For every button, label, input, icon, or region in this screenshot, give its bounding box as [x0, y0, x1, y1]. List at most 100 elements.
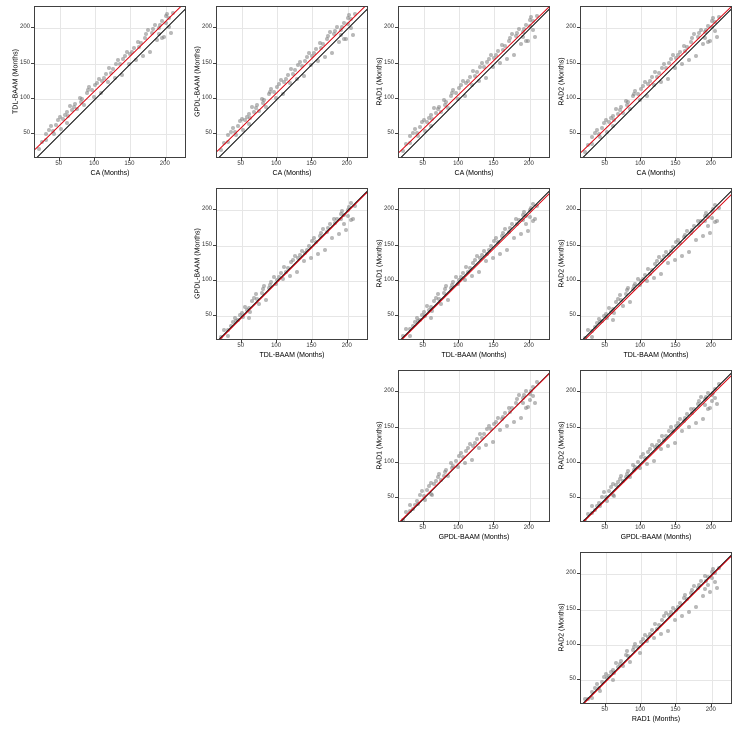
xtick-label: 150 — [488, 343, 498, 349]
ylabel: GPDL-BAAM (Months) — [195, 42, 202, 122]
data-point — [418, 125, 422, 129]
data-point — [680, 62, 684, 66]
ylabel: RAD1 (Months) — [377, 406, 384, 486]
plot-area — [398, 188, 550, 340]
data-point — [508, 36, 512, 40]
plot-area — [580, 188, 732, 340]
data-point — [291, 258, 295, 262]
data-point — [262, 284, 266, 288]
panel-ca-vs-rad1: 5050100100150150200200CA (Months)RAD1 (M… — [372, 2, 554, 184]
plot-area — [580, 6, 732, 158]
data-point — [437, 472, 441, 476]
data-point — [144, 32, 148, 36]
data-point — [323, 55, 327, 59]
data-point — [512, 53, 516, 57]
data-point — [444, 284, 448, 288]
xlabel: CA (Months) — [616, 170, 696, 177]
data-point — [288, 274, 292, 278]
ytick-label: 200 — [560, 206, 576, 212]
data-point — [498, 252, 502, 256]
xtick-label: 100 — [635, 161, 645, 167]
data-point — [454, 459, 458, 463]
xlabel: TDL-BAAM (Months) — [616, 352, 696, 359]
data-point — [701, 42, 705, 46]
data-point — [706, 40, 710, 44]
data-point — [349, 218, 353, 222]
identity-line — [399, 7, 550, 158]
data-point — [618, 293, 622, 297]
data-point — [470, 458, 474, 462]
xtick-label: 50 — [419, 161, 426, 167]
panel-tdl-baam-vs-rad2: 5050100100150150200200TDL-BAAM (Months)R… — [554, 184, 736, 366]
data-point — [687, 425, 691, 429]
ylabel: RAD2 (Months) — [559, 406, 566, 486]
xtick-label: 50 — [601, 707, 608, 713]
data-point — [498, 428, 502, 432]
data-point — [459, 83, 463, 87]
data-point — [673, 441, 677, 445]
data-point — [524, 406, 528, 410]
identity-line — [581, 371, 732, 522]
identity-line — [581, 189, 732, 340]
data-point — [418, 493, 422, 497]
data-point — [524, 222, 528, 226]
data-point — [309, 256, 313, 260]
xlabel: TDL-BAAM (Months) — [434, 352, 514, 359]
data-point — [590, 335, 594, 339]
xtick-label: 100 — [635, 525, 645, 531]
data-point — [701, 594, 705, 598]
data-point — [528, 398, 532, 402]
xtick-label: 100 — [453, 343, 463, 349]
identity-line — [581, 7, 732, 158]
data-point — [710, 216, 714, 220]
data-point — [673, 618, 677, 622]
xtick-label: 150 — [488, 525, 498, 531]
data-point — [533, 401, 537, 405]
data-point — [715, 586, 719, 590]
xtick-label: 50 — [601, 161, 608, 167]
data-point — [703, 587, 707, 591]
ytick-label: 50 — [378, 494, 394, 500]
xtick-label: 100 — [453, 525, 463, 531]
data-point — [652, 636, 656, 640]
ytick-label: 50 — [196, 130, 212, 136]
plot-area — [34, 6, 186, 158]
ytick-label: 200 — [378, 206, 394, 212]
data-point — [104, 72, 108, 76]
data-point — [687, 250, 691, 254]
panel-tdl-baam-vs-gpdl-baam: 5050100100150150200200TDL-BAAM (Months)G… — [190, 184, 372, 366]
data-point — [666, 629, 670, 633]
data-point — [491, 440, 495, 444]
fit-line — [581, 555, 732, 704]
xtick-label: 50 — [419, 525, 426, 531]
data-point — [706, 224, 710, 228]
data-point — [247, 316, 251, 320]
data-point — [257, 302, 261, 306]
data-point — [519, 232, 523, 236]
ytick-label: 200 — [196, 206, 212, 212]
xtick-label: 50 — [237, 161, 244, 167]
xtick-label: 200 — [160, 161, 170, 167]
data-point — [330, 236, 334, 240]
data-point — [669, 57, 673, 61]
data-point — [512, 236, 516, 240]
data-point — [628, 300, 632, 304]
data-point — [463, 461, 467, 465]
data-point — [531, 219, 535, 223]
identity-line — [399, 189, 550, 340]
data-point — [484, 259, 488, 263]
data-point — [701, 234, 705, 238]
data-point — [595, 128, 599, 132]
xtick-label: 200 — [706, 343, 716, 349]
fit-line — [581, 374, 732, 522]
panel-gpdl-baam-vs-rad1: 5050100100150150200200GPDL-BAAM (Months)… — [372, 366, 554, 548]
ytick-label: 200 — [560, 388, 576, 394]
data-point — [505, 248, 509, 252]
data-point — [351, 33, 355, 37]
data-point — [650, 75, 654, 79]
ytick-label: 200 — [560, 24, 576, 30]
xtick-label: 150 — [306, 343, 316, 349]
data-point — [408, 134, 412, 138]
data-point — [512, 420, 516, 424]
data-point — [713, 220, 717, 224]
